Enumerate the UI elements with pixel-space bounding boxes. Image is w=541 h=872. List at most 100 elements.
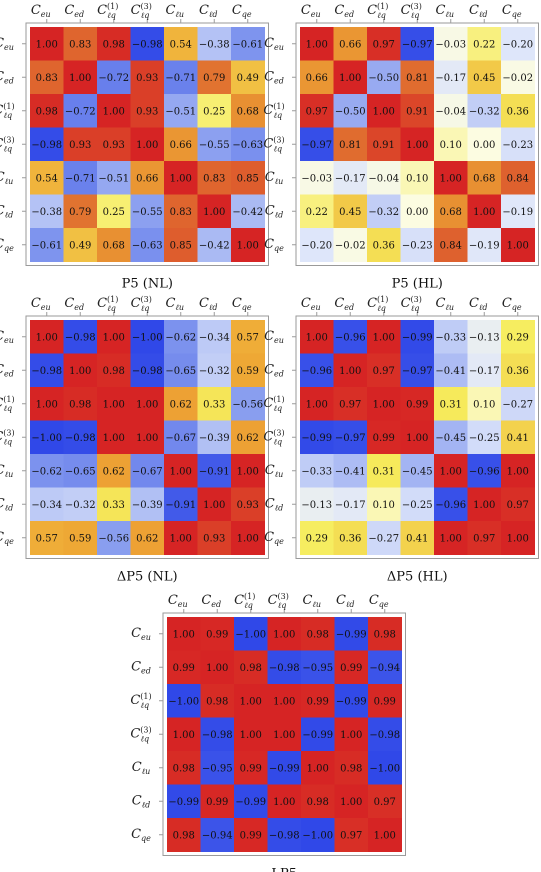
cell-value-label: −0.04 — [435, 106, 466, 117]
column-label: Cℓd — [469, 3, 487, 19]
heatmap-cell — [30, 320, 64, 354]
column-label: Ceu — [301, 3, 321, 19]
cell-value-label: 0.68 — [103, 240, 125, 251]
heatmap-cell — [63, 161, 98, 195]
heatmap-cell — [234, 650, 268, 685]
cell-value-label: 0.97 — [374, 797, 396, 808]
heatmap-cell — [467, 387, 502, 421]
heatmap-cell — [30, 387, 64, 421]
cell-value-label: 1.00 — [440, 173, 462, 184]
cell-value-label: 1.00 — [240, 696, 262, 707]
heatmap-cell — [434, 194, 468, 229]
column-label: Cqe — [502, 3, 522, 19]
cell-value-label: 0.10 — [440, 140, 462, 151]
cell-value-label: 0.57 — [36, 533, 58, 544]
heatmap-cell — [467, 320, 502, 354]
column-label: C(3) ℓq — [131, 2, 152, 20]
column-label: C(1) ℓq — [97, 295, 118, 313]
cell-value-label: −0.61 — [232, 39, 263, 50]
panel-caption: LP5 — [271, 867, 297, 872]
cell-value-label: 0.98 — [340, 763, 362, 774]
column-label: Ced — [64, 296, 84, 312]
heatmap-cell — [97, 60, 131, 95]
heatmap-cell — [368, 784, 402, 819]
heatmap-cell — [333, 353, 368, 388]
cell-value-label: 1.00 — [373, 106, 395, 117]
heatmap-cell — [467, 420, 502, 455]
heatmap-cell — [97, 161, 131, 195]
cell-value-label: 1.00 — [206, 663, 228, 674]
row-label: C(1)ℓq — [130, 692, 151, 710]
heatmap-cell — [200, 684, 235, 718]
heatmap-cell — [197, 320, 232, 354]
heatmap-cell — [367, 420, 401, 455]
heatmap-cell — [167, 617, 201, 651]
heatmap-cell — [200, 650, 235, 685]
heatmap-cell — [164, 27, 198, 61]
cell-value-label: 0.93 — [136, 73, 158, 84]
heatmap-cell — [30, 487, 64, 522]
cell-value-label: 0.98 — [103, 366, 125, 377]
panel-caption: ΔP5 (HL) — [387, 570, 448, 585]
cell-value-label: 1.00 — [173, 629, 195, 640]
heatmap-cell — [164, 487, 198, 522]
heatmap-cell — [334, 784, 369, 819]
column-label: Cℓu — [436, 3, 454, 19]
cell-value-label: 1.00 — [203, 207, 225, 218]
cell-value-label: −1.00 — [369, 763, 400, 774]
cell-value-label: 1.00 — [374, 830, 396, 841]
cell-value-label: −0.51 — [98, 173, 129, 184]
heatmap-cell — [231, 487, 265, 522]
heatmap-cell — [467, 127, 502, 162]
heatmap-cell — [63, 27, 98, 61]
cell-value-label: 0.49 — [237, 73, 259, 84]
cell-value-label: −0.98 — [132, 39, 163, 50]
heatmap-cell — [164, 228, 198, 262]
cell-value-label: −0.50 — [368, 73, 399, 84]
column-label: Ceu — [301, 296, 321, 312]
heatmap-cell — [234, 784, 268, 819]
row-label: C(1)ℓq — [263, 395, 284, 413]
heatmap-cell — [300, 228, 334, 262]
cell-value-label: 1.00 — [473, 500, 495, 511]
heatmap-cell — [231, 194, 265, 229]
cell-value-label: 0.84 — [507, 173, 529, 184]
heatmap-cell — [367, 161, 401, 195]
cell-value-label: −0.91 — [165, 500, 196, 511]
heatmap-cell — [30, 27, 64, 61]
row-label: Ceu — [0, 36, 14, 52]
row-label: Cℓd — [0, 203, 13, 219]
heatmap-cell — [400, 521, 435, 555]
cell-value-label: −0.41 — [435, 366, 466, 377]
heatmap-cell — [231, 521, 265, 555]
cell-value-label: −0.13 — [301, 500, 332, 511]
heatmap-cell — [30, 194, 64, 229]
cell-value-label: 1.00 — [69, 366, 91, 377]
heatmap-cell — [368, 650, 402, 685]
heatmap-cell — [63, 94, 98, 128]
cell-value-label: 0.97 — [473, 533, 495, 544]
cell-value-label: 0.22 — [473, 39, 495, 50]
column-label: Cℓd — [199, 296, 217, 312]
cell-value-label: 0.93 — [103, 140, 125, 151]
heatmap-cell — [197, 60, 232, 95]
heatmap-cell — [400, 387, 435, 421]
heatmap-cell — [63, 60, 98, 95]
heatmap-cell — [97, 353, 131, 388]
heatmap-cell — [63, 387, 98, 421]
heatmap-cell — [97, 420, 131, 455]
heatmap-cell — [333, 194, 368, 229]
heatmap-cell — [467, 94, 502, 128]
row-label: C(3)ℓq — [0, 135, 15, 153]
cell-value-label: −0.17 — [435, 73, 466, 84]
heatmap-cell — [167, 717, 201, 752]
column-label: Cqe — [369, 593, 389, 609]
panel-caption: P5 (NL) — [122, 277, 173, 292]
heatmap-cell — [231, 420, 265, 455]
cell-value-label: 0.98 — [206, 696, 228, 707]
cell-value-label: −0.65 — [165, 366, 196, 377]
row-label: Ceu — [0, 329, 14, 345]
cell-value-label: 1.00 — [306, 39, 328, 50]
cell-value-label: 0.83 — [170, 207, 192, 218]
cell-value-label: 1.00 — [103, 399, 125, 410]
